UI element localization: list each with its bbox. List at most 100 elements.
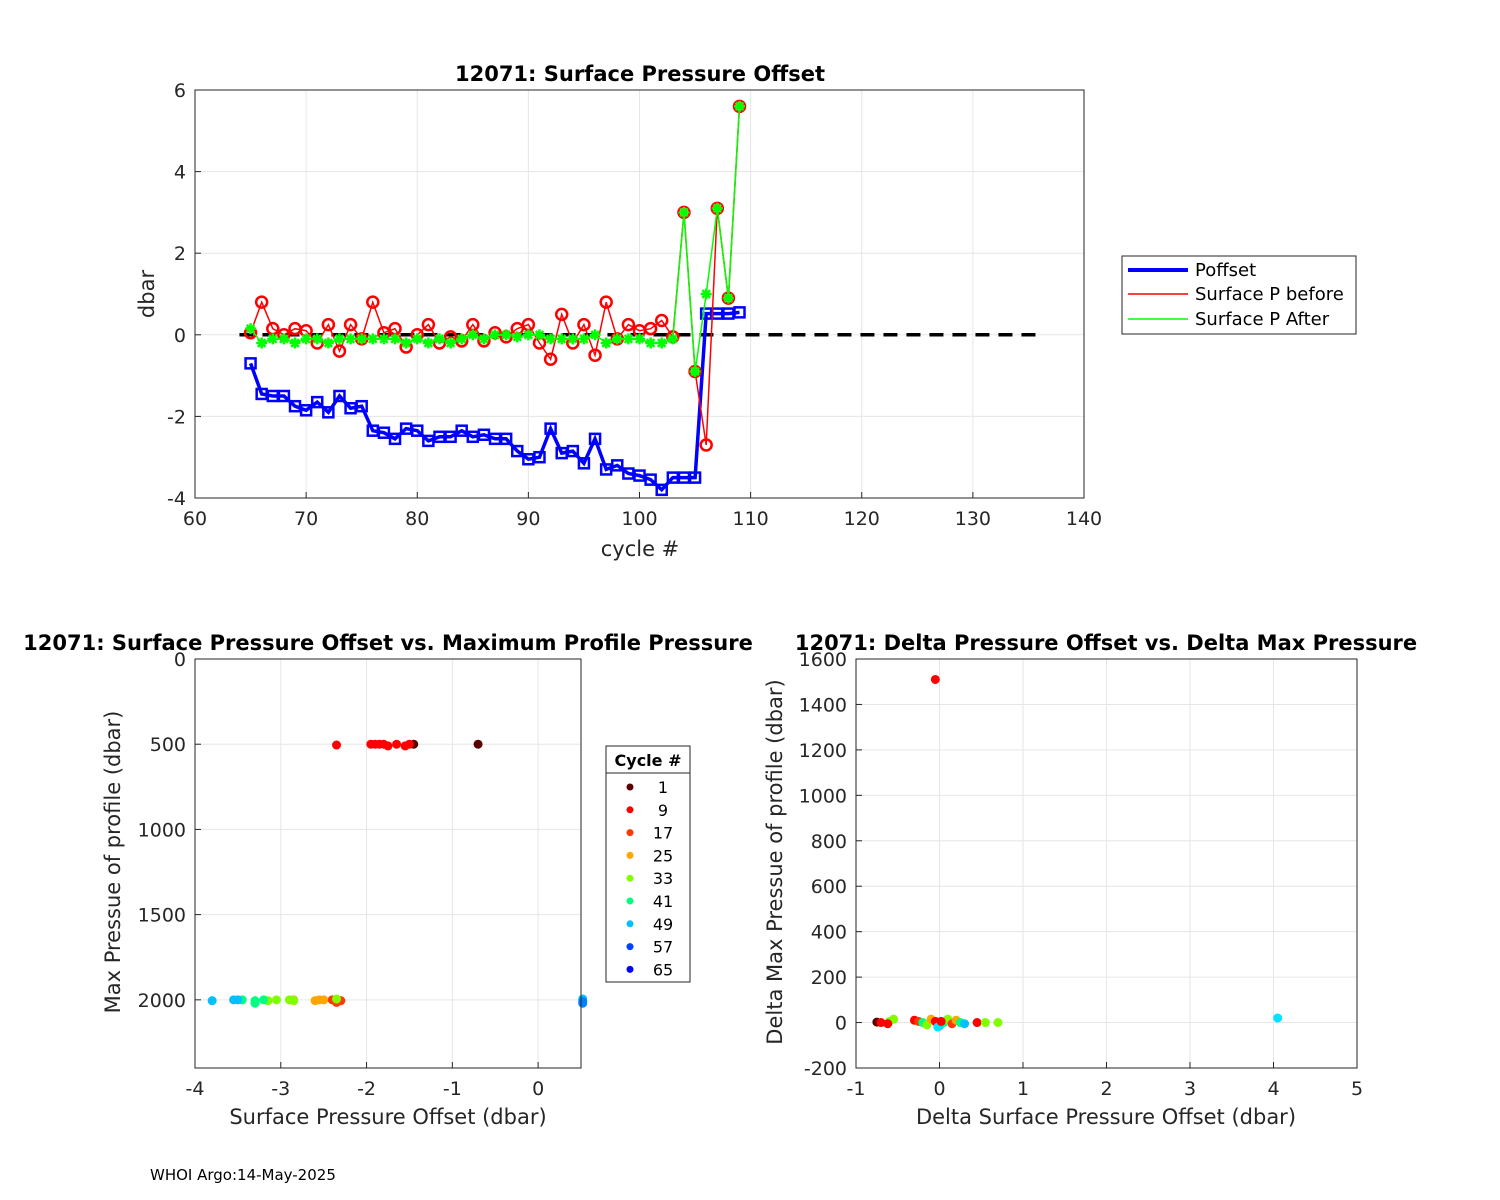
scatter-point <box>1273 1013 1283 1023</box>
poffset-marker <box>299 404 313 417</box>
x-tick-label: 60 <box>183 508 207 530</box>
plot1-title: 12071: Surface Pressure Offset <box>455 62 825 86</box>
after-marker <box>356 333 368 345</box>
y-tick-label: 6 <box>174 80 186 102</box>
plot2-y-ticks: 0 500 1000 1500 2000 <box>138 649 201 1012</box>
scatter-point <box>930 674 940 684</box>
scatter-point <box>284 995 294 1005</box>
y-tick-label: 600 <box>811 876 847 898</box>
y-tick-label: 200 <box>811 967 847 989</box>
plot3-ylabel: Delta Max Pressue of profile (dbar) <box>763 679 787 1044</box>
scatter-point <box>889 1014 899 1024</box>
plot1-x-ticks: 60 70 80 90 100 110 120 130 140 <box>183 492 1102 530</box>
before-marker <box>588 348 602 362</box>
y-tick-label: 1400 <box>799 694 847 716</box>
legend-label-poffset: Poffset <box>1195 260 1256 281</box>
before-marker <box>366 295 380 309</box>
scatter-point <box>972 1018 982 1028</box>
plot3-x-ticks: -1 0 1 2 3 4 5 <box>847 1062 1363 1100</box>
cycle-legend-marker <box>626 897 634 905</box>
cycle-legend-label: 41 <box>653 892 673 911</box>
before-marker <box>577 317 591 332</box>
before-marker <box>321 317 336 332</box>
after-marker <box>311 333 323 345</box>
poffset-marker <box>733 306 746 319</box>
poffset-marker <box>566 444 580 458</box>
plot1-legend: Poffset Surface P before Surface P After <box>1121 255 1357 335</box>
x-tick-label: 70 <box>294 508 318 530</box>
x-tick-label: 110 <box>732 508 768 530</box>
after-marker <box>422 337 434 349</box>
y-tick-label: 1600 <box>799 649 847 671</box>
after-marker <box>622 333 634 345</box>
plot2-ylabel: Max Pressue of profile (dbar) <box>101 711 125 1014</box>
after-marker <box>711 202 723 214</box>
poffset-marker <box>388 432 402 446</box>
poffset-marker <box>611 459 624 472</box>
after-marker <box>256 337 268 349</box>
x-tick-label: -3 <box>271 1078 290 1100</box>
before-marker <box>254 295 269 309</box>
footer-credit: WHOI Argo:14-May-2025 <box>150 1166 336 1184</box>
chart-delta-offset-vs-delta-max: -1 0 1 2 3 4 5 -200 0 200 400 600 800 1000 1200 1400 16… <box>763 631 1417 1129</box>
before-marker <box>543 352 558 367</box>
x-tick-label: 0 <box>933 1078 945 1100</box>
after-marker <box>667 333 679 345</box>
x-tick-label: 100 <box>621 508 657 530</box>
after-marker <box>722 292 734 304</box>
y-tick-label: -200 <box>804 1058 847 1080</box>
cycle-legend-marker <box>626 965 634 973</box>
cycle-legend-items: 1 9 17 25 33 41 49 57 65 <box>626 778 673 979</box>
after-marker <box>511 331 523 343</box>
poffset-marker <box>277 389 291 403</box>
y-tick-label: 0 <box>174 325 186 347</box>
after-marker <box>700 288 712 300</box>
y-tick-label: -2 <box>167 406 186 428</box>
x-tick-label: 80 <box>405 508 429 530</box>
cycle-legend-marker <box>626 829 634 837</box>
cycle-legend-label: 17 <box>653 824 673 843</box>
y-tick-label: 1500 <box>138 905 186 927</box>
plot1-series <box>243 99 747 497</box>
after-marker <box>400 337 412 349</box>
plot1-y-ticks: -4 -2 0 2 4 6 <box>167 80 201 510</box>
after-marker <box>500 329 512 341</box>
poffset-marker <box>644 473 657 486</box>
cycle-legend-label: 33 <box>653 869 673 888</box>
cycle-legend-marker <box>626 920 634 928</box>
after-marker <box>634 333 645 345</box>
y-tick-label: 0 <box>835 1013 847 1035</box>
after-marker <box>278 333 290 345</box>
scatter-point <box>259 995 269 1005</box>
cycle-legend-marker <box>626 851 634 859</box>
x-tick-label: 0 <box>532 1078 544 1100</box>
cycle-legend-box <box>605 745 691 983</box>
after-marker <box>333 333 345 345</box>
chart-offset-vs-maxpressure: -4 -3 -2 -1 0 0 500 1000 1500 2000 12071: Surfac… <box>23 631 753 1129</box>
y-tick-label: 800 <box>811 831 847 853</box>
poffset-marker <box>333 389 346 403</box>
plot2-legend: Cycle # 1 9 17 25 33 41 49 57 65 <box>605 745 691 983</box>
after-marker <box>456 333 468 345</box>
poffset-marker <box>588 432 602 446</box>
scatter-point <box>936 1016 946 1026</box>
plot3-frame <box>855 658 1358 1069</box>
plot1-ylabel: dbar <box>135 270 159 319</box>
poffset-marker <box>244 357 257 370</box>
after-marker <box>322 337 334 349</box>
after-marker <box>345 333 357 345</box>
before-marker <box>599 295 613 309</box>
y-tick-label: 4 <box>174 162 186 184</box>
poffset-marker <box>688 471 702 484</box>
before-marker <box>332 344 347 358</box>
poffset-marker <box>499 432 513 446</box>
cycle-legend-label: 65 <box>653 960 673 979</box>
before-marker <box>654 313 669 328</box>
y-tick-label: 400 <box>811 922 847 944</box>
scatter-point <box>993 1018 1003 1028</box>
plot3-points <box>872 674 1283 1032</box>
plot2-title: 12071: Surface Pressure Offset vs. Maxim… <box>23 631 753 655</box>
plot3-y-ticks: -200 0 200 400 600 800 1000 1200 1400 1600 <box>799 649 862 1080</box>
x-tick-label: -4 <box>186 1078 205 1100</box>
